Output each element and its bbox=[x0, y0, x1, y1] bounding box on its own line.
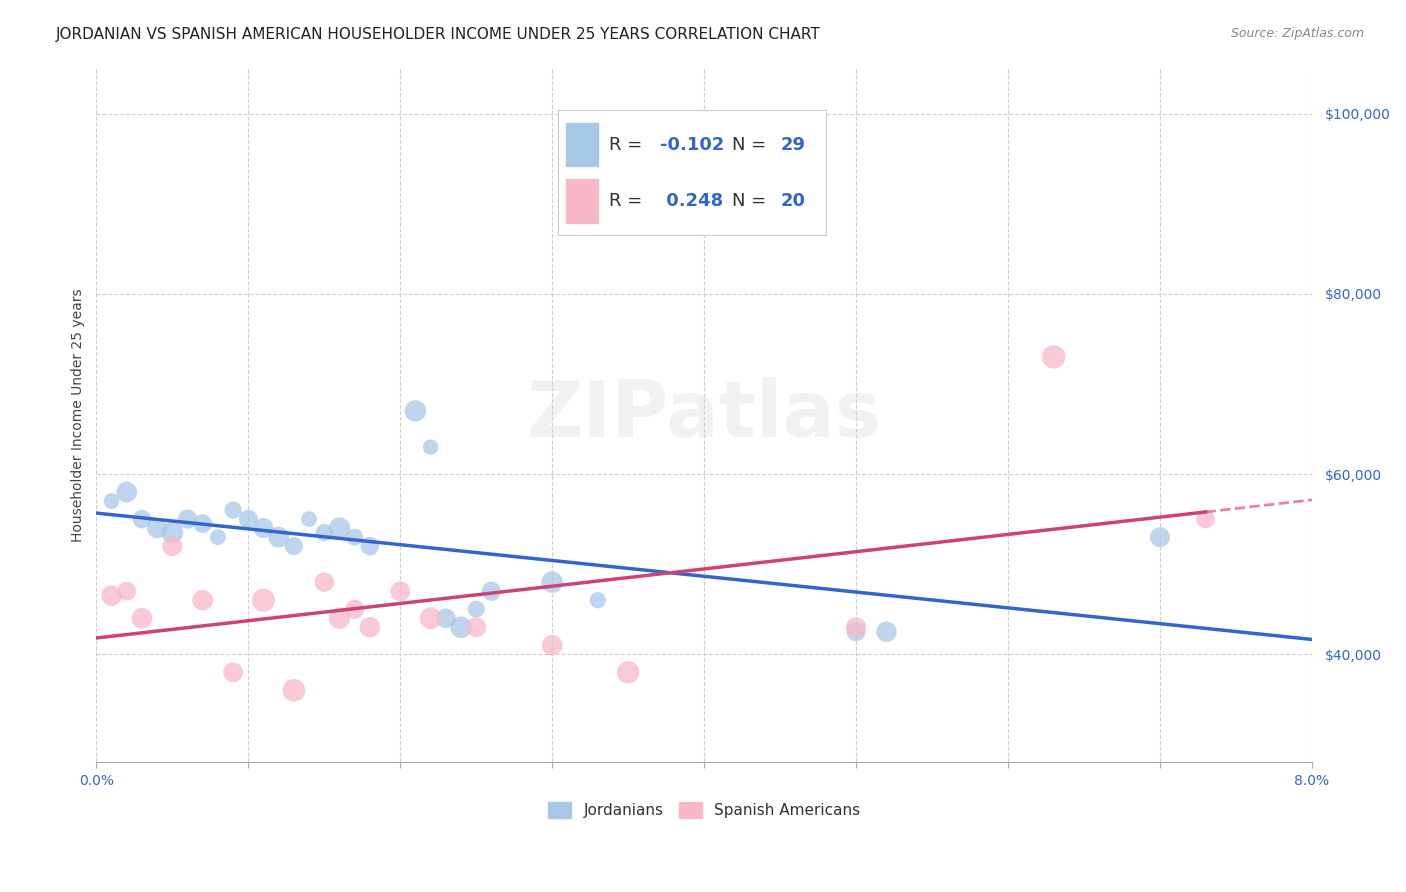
Point bbox=[314, 525, 336, 540]
Point bbox=[617, 665, 640, 680]
Point bbox=[131, 512, 153, 526]
Point bbox=[465, 602, 488, 616]
Y-axis label: Householder Income Under 25 years: Householder Income Under 25 years bbox=[72, 289, 86, 542]
Point bbox=[252, 521, 274, 535]
Point bbox=[222, 665, 245, 680]
Point bbox=[845, 624, 868, 639]
Point bbox=[146, 521, 169, 535]
Legend: Jordanians, Spanish Americans: Jordanians, Spanish Americans bbox=[543, 796, 866, 824]
Point bbox=[298, 512, 321, 526]
Point bbox=[238, 512, 260, 526]
Point bbox=[222, 503, 245, 517]
Point bbox=[434, 611, 457, 625]
Point bbox=[404, 404, 426, 418]
Point bbox=[328, 611, 350, 625]
Point bbox=[389, 584, 412, 599]
Point bbox=[465, 620, 488, 634]
Point bbox=[359, 620, 381, 634]
Point bbox=[343, 602, 366, 616]
Point bbox=[845, 620, 868, 634]
Point bbox=[191, 516, 214, 531]
Point bbox=[100, 589, 122, 603]
Point bbox=[419, 440, 441, 454]
Point bbox=[162, 539, 184, 553]
Point bbox=[283, 683, 305, 698]
Point bbox=[314, 575, 336, 590]
Point bbox=[283, 539, 305, 553]
Point bbox=[481, 584, 503, 599]
Text: Source: ZipAtlas.com: Source: ZipAtlas.com bbox=[1230, 27, 1364, 40]
Point bbox=[875, 624, 897, 639]
Point bbox=[176, 512, 198, 526]
Point bbox=[541, 638, 564, 652]
Point bbox=[343, 530, 366, 544]
Point bbox=[586, 593, 609, 607]
Point bbox=[1149, 530, 1171, 544]
Point bbox=[1042, 350, 1064, 364]
Point bbox=[162, 525, 184, 540]
Point bbox=[541, 575, 564, 590]
Point bbox=[207, 530, 229, 544]
Point bbox=[359, 539, 381, 553]
Point bbox=[115, 584, 138, 599]
Point bbox=[100, 494, 122, 508]
Point bbox=[267, 530, 290, 544]
Point bbox=[131, 611, 153, 625]
Text: ZIPatlas: ZIPatlas bbox=[527, 377, 882, 453]
Point bbox=[191, 593, 214, 607]
Point bbox=[450, 620, 472, 634]
Point bbox=[419, 611, 441, 625]
Point bbox=[328, 521, 350, 535]
Text: JORDANIAN VS SPANISH AMERICAN HOUSEHOLDER INCOME UNDER 25 YEARS CORRELATION CHAR: JORDANIAN VS SPANISH AMERICAN HOUSEHOLDE… bbox=[56, 27, 821, 42]
Point bbox=[252, 593, 274, 607]
Point bbox=[1194, 512, 1216, 526]
Point bbox=[115, 485, 138, 500]
